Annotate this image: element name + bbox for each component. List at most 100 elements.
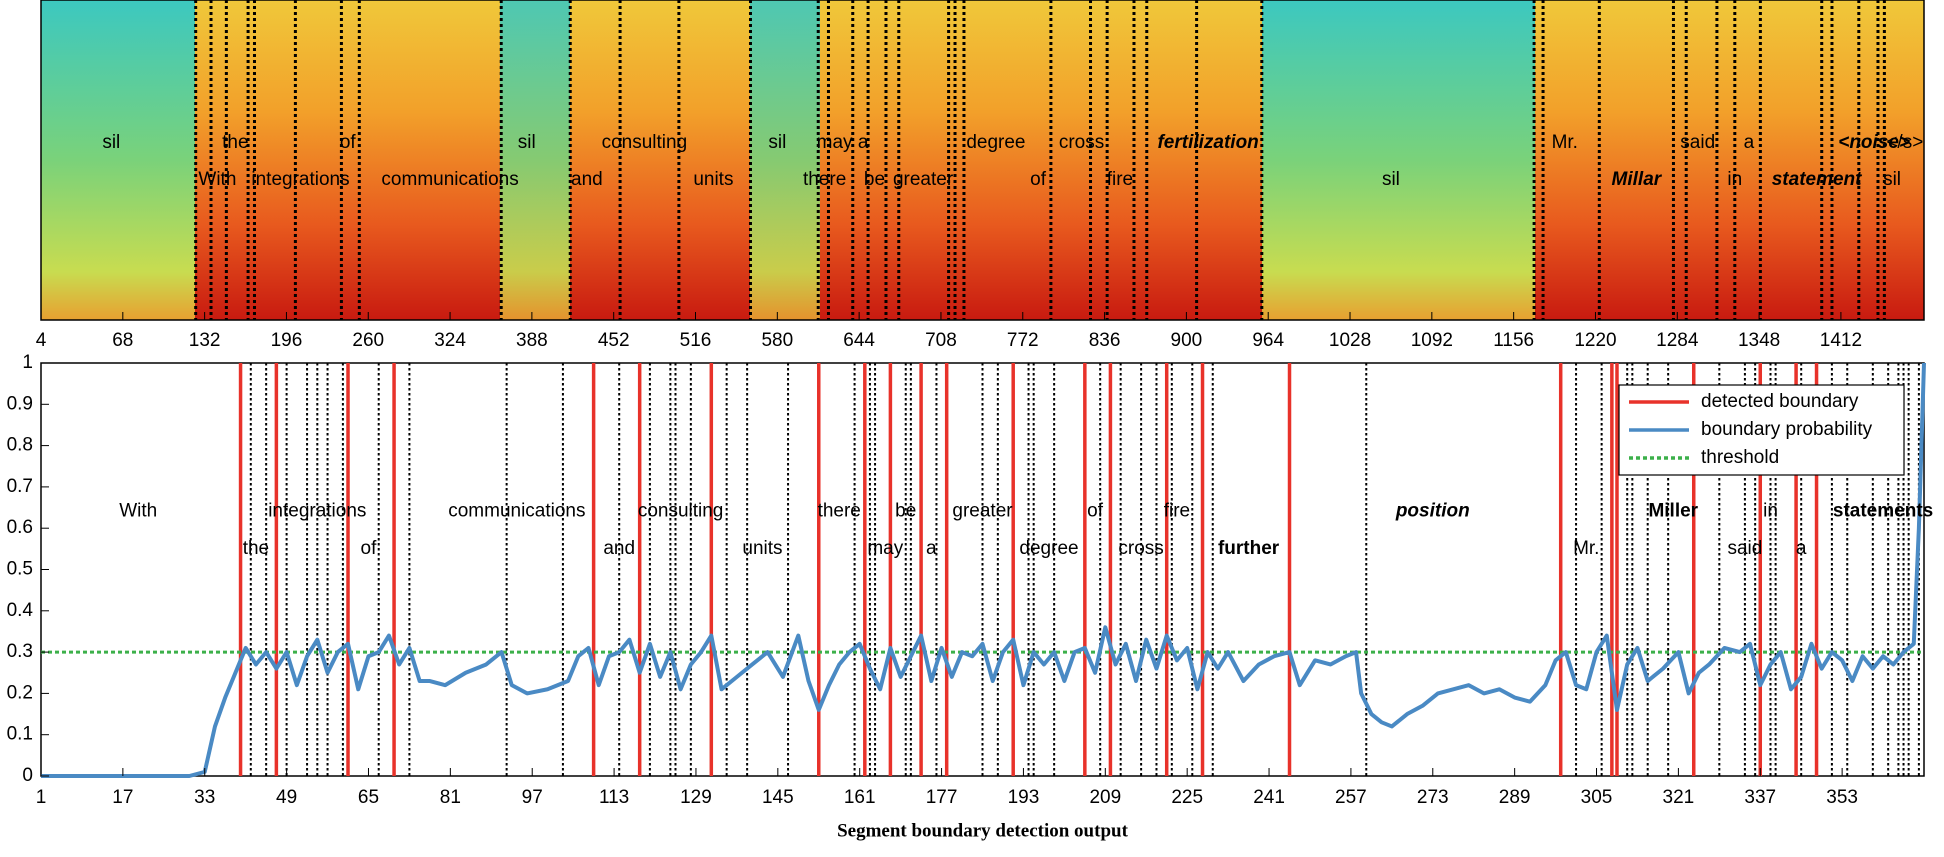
x-tick-label: 452 bbox=[598, 330, 630, 351]
word-label: may a bbox=[817, 132, 869, 153]
word-label: Miller bbox=[1648, 501, 1698, 522]
y-tick-label: 0.5 bbox=[7, 559, 33, 580]
x-tick-label: 273 bbox=[1417, 787, 1449, 808]
word-label: statement bbox=[1772, 169, 1862, 190]
x-axis-title: Segment boundary detection output bbox=[837, 820, 1128, 841]
word-label: sil bbox=[518, 132, 536, 153]
x-tick-label: 81 bbox=[440, 787, 461, 808]
x-tick-label: 353 bbox=[1826, 787, 1858, 808]
word-label: fertilization bbox=[1157, 132, 1258, 153]
x-tick-label: 289 bbox=[1499, 787, 1531, 808]
x-tick-label: 177 bbox=[926, 787, 958, 808]
word-label: and bbox=[571, 169, 603, 190]
word-label: may bbox=[867, 538, 903, 559]
x-tick-label: 241 bbox=[1253, 787, 1285, 808]
y-tick-label: 0 bbox=[22, 765, 33, 786]
x-tick-label: 772 bbox=[1007, 330, 1039, 351]
x-tick-label: 113 bbox=[599, 787, 629, 808]
word-label: a bbox=[926, 538, 937, 559]
word-label: in bbox=[1727, 169, 1742, 190]
y-tick-label: 0.9 bbox=[7, 393, 33, 414]
probability-line bbox=[41, 362, 1926, 778]
word-label: sil bbox=[1883, 169, 1901, 190]
spectrogram-silence bbox=[41, 0, 195, 320]
word-label: degree bbox=[1019, 538, 1078, 559]
word-label: With bbox=[198, 169, 236, 190]
x-tick-label: 17 bbox=[112, 787, 133, 808]
word-label: consulting bbox=[638, 501, 724, 522]
x-tick-label: 145 bbox=[762, 787, 794, 808]
word-label: fire bbox=[1164, 501, 1190, 522]
word-label: communications bbox=[381, 169, 518, 190]
word-label: greater bbox=[952, 501, 1013, 522]
x-tick-label: 1092 bbox=[1411, 330, 1453, 351]
x-tick-label: 388 bbox=[516, 330, 548, 351]
x-tick-label: 900 bbox=[1171, 330, 1203, 351]
legend-label: boundary probability bbox=[1701, 419, 1873, 440]
x-tick-label: 324 bbox=[434, 330, 466, 351]
word-label: of bbox=[1087, 501, 1104, 522]
top-chart: sil the of sil consulting sil may a degree cross… bbox=[36, 0, 1923, 351]
x-tick-label: 1220 bbox=[1574, 330, 1616, 351]
spectrogram-frame bbox=[40, 0, 1925, 321]
word-label: cross bbox=[1118, 538, 1163, 559]
word-label: units bbox=[693, 169, 733, 190]
word-label: be bbox=[864, 169, 885, 190]
word-label: and bbox=[603, 538, 635, 559]
word-label: </s> bbox=[1886, 132, 1923, 153]
x-tick-label: 257 bbox=[1335, 787, 1367, 808]
x-tick-label: 65 bbox=[358, 787, 379, 808]
bottom-chart: With integrations communications consulting… bbox=[7, 352, 1934, 841]
x-tick-label: 49 bbox=[276, 787, 297, 808]
word-label: <noise> bbox=[1838, 132, 1910, 153]
word-label: statements bbox=[1833, 501, 1933, 522]
word-label: consulting bbox=[602, 132, 688, 153]
word-label: there bbox=[818, 501, 861, 522]
y-tick-label: 0.4 bbox=[7, 600, 34, 621]
y-tick-label: 0.8 bbox=[7, 435, 33, 456]
word-label: Mr. bbox=[1573, 538, 1599, 559]
x-tick-label: 196 bbox=[271, 330, 303, 351]
word-label: of bbox=[1030, 169, 1047, 190]
x-tick-label: 33 bbox=[194, 787, 215, 808]
spectrogram-silence bbox=[500, 0, 570, 320]
x-tick-label: 97 bbox=[522, 787, 543, 808]
y-tick-label: 0.1 bbox=[7, 724, 33, 745]
spectrogram-silence bbox=[750, 0, 820, 320]
word-label: said bbox=[1680, 132, 1715, 153]
x-tick-label: 644 bbox=[843, 330, 875, 351]
word-label: a bbox=[1744, 132, 1755, 153]
legend-label: detected boundary bbox=[1701, 391, 1859, 412]
legend-label: threshold bbox=[1701, 447, 1779, 468]
word-label: sil bbox=[1382, 169, 1400, 190]
word-label: greater bbox=[893, 169, 954, 190]
x-tick-label: 225 bbox=[1171, 787, 1203, 808]
x-tick-label: 1348 bbox=[1738, 330, 1780, 351]
x-tick-label: 209 bbox=[1089, 787, 1121, 808]
x-tick-label: 1284 bbox=[1656, 330, 1699, 351]
word-label: a bbox=[1796, 538, 1807, 559]
spectrogram-speech bbox=[41, 0, 1924, 320]
word-label: degree bbox=[966, 132, 1025, 153]
word-label: the bbox=[243, 538, 269, 559]
y-tick-label: 0.7 bbox=[7, 476, 33, 497]
word-label: further bbox=[1218, 538, 1280, 559]
x-tick-label: 964 bbox=[1252, 330, 1284, 351]
x-tick-label: 193 bbox=[1008, 787, 1040, 808]
word-label: integrations bbox=[251, 169, 349, 190]
y-tick-label: 1 bbox=[22, 352, 33, 373]
x-tick-label: 321 bbox=[1663, 787, 1695, 808]
word-label: said bbox=[1727, 538, 1762, 559]
word-label: the bbox=[222, 132, 248, 153]
y-tick-label: 0.2 bbox=[7, 682, 33, 703]
x-tick-label: 708 bbox=[925, 330, 957, 351]
x-tick-label: 161 bbox=[844, 787, 876, 808]
word-label: in bbox=[1763, 501, 1778, 522]
word-label: sil bbox=[768, 132, 786, 153]
x-tick-label: 260 bbox=[352, 330, 384, 351]
word-label: Millar bbox=[1612, 169, 1663, 190]
x-tick-label: 305 bbox=[1581, 787, 1613, 808]
x-tick-label: 1412 bbox=[1820, 330, 1862, 351]
